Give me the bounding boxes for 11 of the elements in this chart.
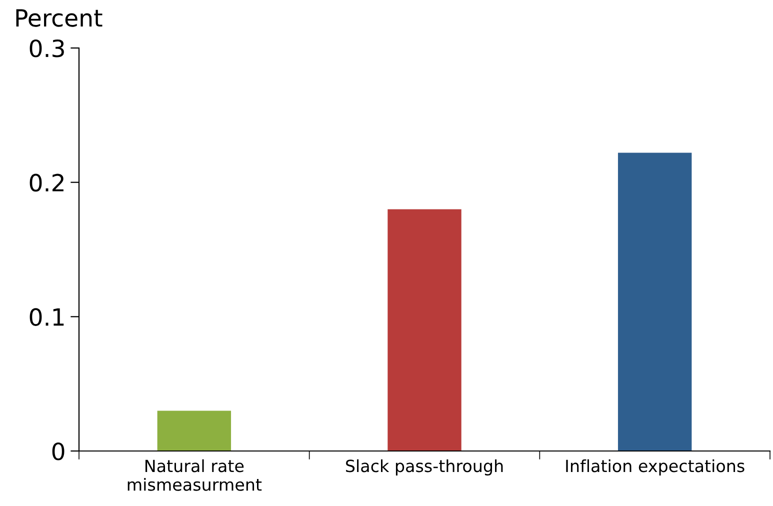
bar <box>388 209 462 451</box>
y-tick-label: 0.2 <box>30 174 64 192</box>
bar <box>157 410 232 451</box>
x-tick-label: Inflation expectations <box>566 459 744 476</box>
y-tick-label: 0.1 <box>30 308 64 326</box>
y-axis-title: Percent <box>16 9 102 27</box>
y-tick-label: 0.3 <box>30 39 64 58</box>
x-tick-label: Natural rate mismeasurment <box>128 459 262 491</box>
y-tick-label: 0 <box>52 442 64 460</box>
x-tick-label: Slack pass-through <box>346 459 503 476</box>
bar <box>618 152 692 451</box>
